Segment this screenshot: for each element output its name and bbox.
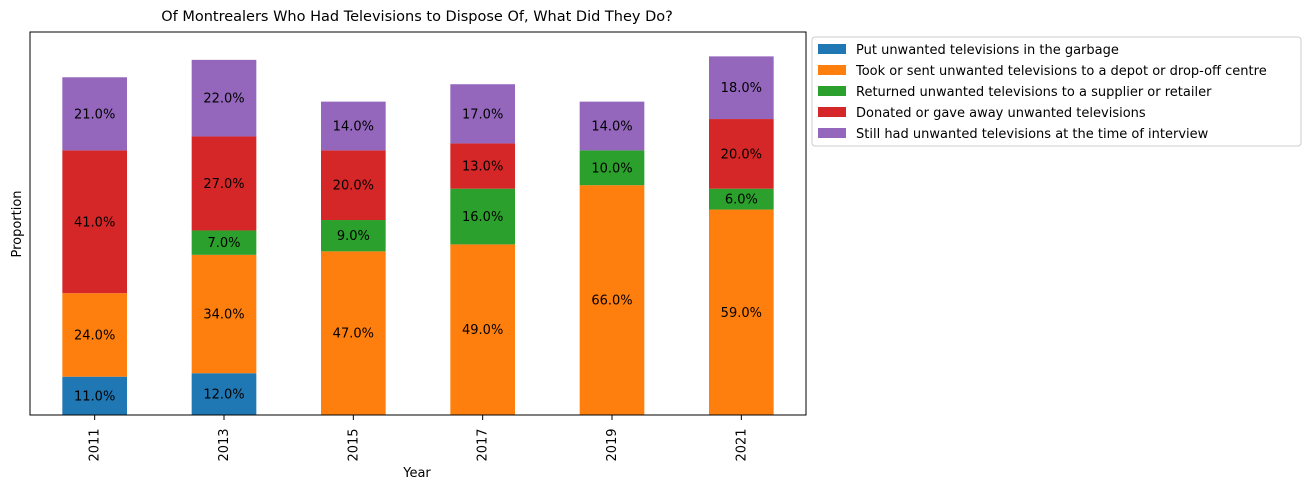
bar-segment-2021-series-4 bbox=[709, 119, 774, 189]
bar-segment-2021-series-3 bbox=[709, 188, 774, 210]
bar-value-label: 47.0% bbox=[333, 327, 374, 342]
bar-value-label: 49.0% bbox=[462, 323, 503, 338]
legend-entry-label: Donated or gave away unwanted television… bbox=[856, 106, 1146, 121]
bar-value-label: 13.0% bbox=[462, 160, 503, 175]
bar-segment-2015-series-3 bbox=[321, 220, 386, 252]
bar-value-label: 7.0% bbox=[207, 236, 240, 251]
bar-value-label: 66.0% bbox=[591, 294, 632, 309]
x-tick-label: 2013 bbox=[217, 428, 232, 461]
bar-segment-2017-series-4 bbox=[450, 143, 515, 189]
bar-segment-2015-series-4 bbox=[321, 150, 386, 221]
legend-swatch bbox=[818, 44, 846, 54]
bar-segment-2011-series-1 bbox=[62, 376, 128, 415]
bar-segment-2017-series-2 bbox=[450, 244, 515, 415]
bar-value-label: 22.0% bbox=[203, 92, 244, 107]
bar-value-label: 11.0% bbox=[74, 389, 115, 404]
legend-swatch bbox=[818, 107, 846, 117]
chart-title: Of Montrealers Who Had Televisions to Di… bbox=[161, 9, 673, 25]
x-axis: 2011 2013 2015 2017 2019 2021 bbox=[88, 415, 749, 462]
bar-segment-2011-series-2 bbox=[62, 293, 128, 377]
bar-value-label: 17.0% bbox=[462, 107, 503, 122]
bar-segment-2015-series-2 bbox=[321, 251, 386, 415]
x-tick-label: 2021 bbox=[734, 428, 749, 461]
bar-value-label: 14.0% bbox=[333, 120, 374, 135]
bar-segment-2019-series-3 bbox=[579, 150, 645, 186]
bar-value-label: 14.0% bbox=[591, 120, 632, 135]
bar-value-label: 6.0% bbox=[725, 193, 758, 208]
bar-segment-2019-series-5 bbox=[579, 101, 645, 151]
bar-value-label: 24.0% bbox=[74, 328, 115, 343]
bar-segment-2017-series-5 bbox=[450, 84, 515, 144]
bar-value-label: 59.0% bbox=[721, 306, 762, 321]
value-labels-layer: 11.0% 24.0% 41.0% 21.0% 12.0% 34.0% 7.0% 27.0% 2… bbox=[74, 81, 762, 404]
bar-value-label: 9.0% bbox=[337, 229, 370, 244]
legend-swatch bbox=[818, 65, 846, 75]
plot-area-frame bbox=[29, 31, 807, 416]
legend: Put unwanted televisions in the garbage T… bbox=[811, 36, 1302, 147]
bar-segment-2021-series-5 bbox=[709, 56, 774, 120]
legend-swatch bbox=[818, 128, 846, 138]
bar-segment-2013-series-1 bbox=[191, 373, 257, 415]
bar-segment-2015-series-5 bbox=[321, 101, 386, 151]
x-tick-label: 2017 bbox=[476, 428, 491, 461]
x-tick-label: 2015 bbox=[346, 428, 361, 461]
x-tick-label: 2019 bbox=[605, 428, 620, 461]
bar-segment-2019-series-2 bbox=[579, 185, 645, 415]
legend-entry-label: Still had unwanted televisions at the ti… bbox=[856, 127, 1209, 142]
bar-segment-2017-series-3 bbox=[450, 188, 515, 245]
bar-value-label: 20.0% bbox=[333, 179, 374, 194]
bar-segment-2013-series-3 bbox=[191, 230, 257, 255]
bar-value-label: 27.0% bbox=[203, 177, 244, 192]
bar-segment-2013-series-4 bbox=[191, 136, 257, 231]
x-axis-label: Year bbox=[402, 466, 431, 481]
legend-entry-label: Took or sent unwanted televisions to a d… bbox=[855, 64, 1267, 79]
bar-segment-2013-series-2 bbox=[191, 254, 257, 374]
bar-segment-2021-series-2 bbox=[709, 209, 774, 415]
x-tick-label: 2011 bbox=[88, 428, 103, 461]
bars-layer bbox=[62, 56, 774, 415]
bar-value-label: 34.0% bbox=[203, 308, 244, 323]
legend-entry-label: Put unwanted televisions in the garbage bbox=[856, 43, 1119, 58]
legend-box bbox=[811, 36, 1302, 147]
legend-swatch bbox=[818, 86, 846, 96]
bar-value-label: 16.0% bbox=[462, 210, 503, 225]
bar-value-label: 12.0% bbox=[203, 388, 244, 403]
bar-value-label: 41.0% bbox=[74, 215, 115, 230]
bar-segment-2011-series-4 bbox=[62, 150, 128, 294]
bar-value-label: 10.0% bbox=[591, 161, 632, 176]
y-axis-label: Proportion bbox=[10, 190, 25, 257]
bar-value-label: 20.0% bbox=[721, 147, 762, 162]
legend-entry-label: Returned unwanted televisions to a suppl… bbox=[856, 85, 1212, 100]
bar-segment-2011-series-5 bbox=[62, 77, 128, 151]
bar-value-label: 18.0% bbox=[721, 81, 762, 96]
bar-segment-2013-series-5 bbox=[191, 59, 257, 137]
bar-value-label: 21.0% bbox=[74, 107, 115, 122]
